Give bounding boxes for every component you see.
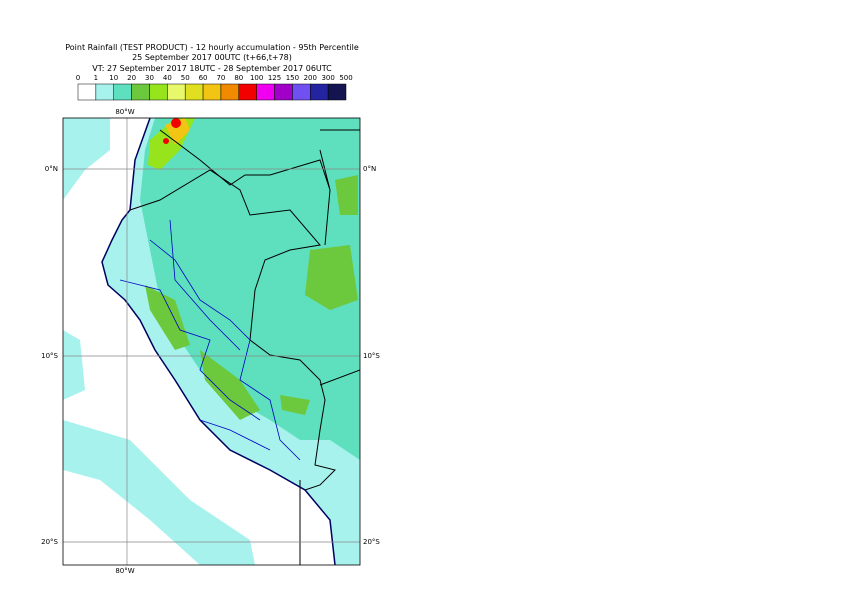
title-line: 25 September 2017 00UTC (t+66,t+78) (132, 53, 292, 62)
legend-label: 1 (94, 74, 98, 82)
legend-swatch (220, 83, 240, 101)
lat-label: 0°N (363, 165, 376, 173)
lat-label: 20°S (363, 538, 380, 546)
legend-label: 200 (304, 74, 317, 82)
title-line: Point Rainfall (TEST PRODUCT) - 12 hourl… (65, 43, 359, 52)
legend-swatch (167, 83, 186, 101)
legend-swatch (131, 83, 150, 101)
lon-label: 80°W (115, 108, 134, 116)
legend-swatch (202, 83, 222, 101)
legend-swatch (149, 83, 168, 101)
lat-label: 0°N (45, 165, 58, 173)
legend-swatch (113, 83, 132, 101)
legend-swatch (77, 83, 97, 101)
legend-label: 80 (234, 74, 243, 82)
legend-label: 50 (181, 74, 190, 82)
legend-label: 30 (145, 74, 154, 82)
legend-label: 20 (127, 74, 136, 82)
legend: 0 1 10 20 30 40 50 60 70 80 100 125 150 200 300 500 (76, 74, 353, 101)
legend-swatch (327, 83, 347, 101)
legend-swatch (274, 83, 293, 101)
legend-label: 70 (216, 74, 225, 82)
legend-swatch (238, 83, 257, 101)
lat-label: 10°S (41, 352, 58, 360)
legend-label: 100 (250, 74, 263, 82)
legend-label: 300 (321, 74, 334, 82)
lat-label: 10°S (363, 352, 380, 360)
legend-swatch (95, 83, 114, 101)
lat-label: 20°S (41, 538, 58, 546)
legend-swatch (292, 83, 311, 101)
map-frame (62, 117, 361, 566)
legend-label: 40 (163, 74, 172, 82)
legend-label: 150 (286, 74, 299, 82)
map (63, 118, 360, 565)
legend-swatch (310, 83, 329, 101)
legend-swatch (256, 83, 275, 101)
legend-label: 10 (109, 74, 118, 82)
legend-label: 60 (199, 74, 208, 82)
legend-label: 125 (268, 74, 281, 82)
lon-label: 80°W (115, 567, 134, 575)
legend-swatch (184, 83, 204, 101)
title-line: VT: 27 September 2017 18UTC - 28 Septemb… (92, 64, 332, 73)
legend-label: 0 (76, 74, 80, 82)
legend-label: 500 (339, 74, 352, 82)
